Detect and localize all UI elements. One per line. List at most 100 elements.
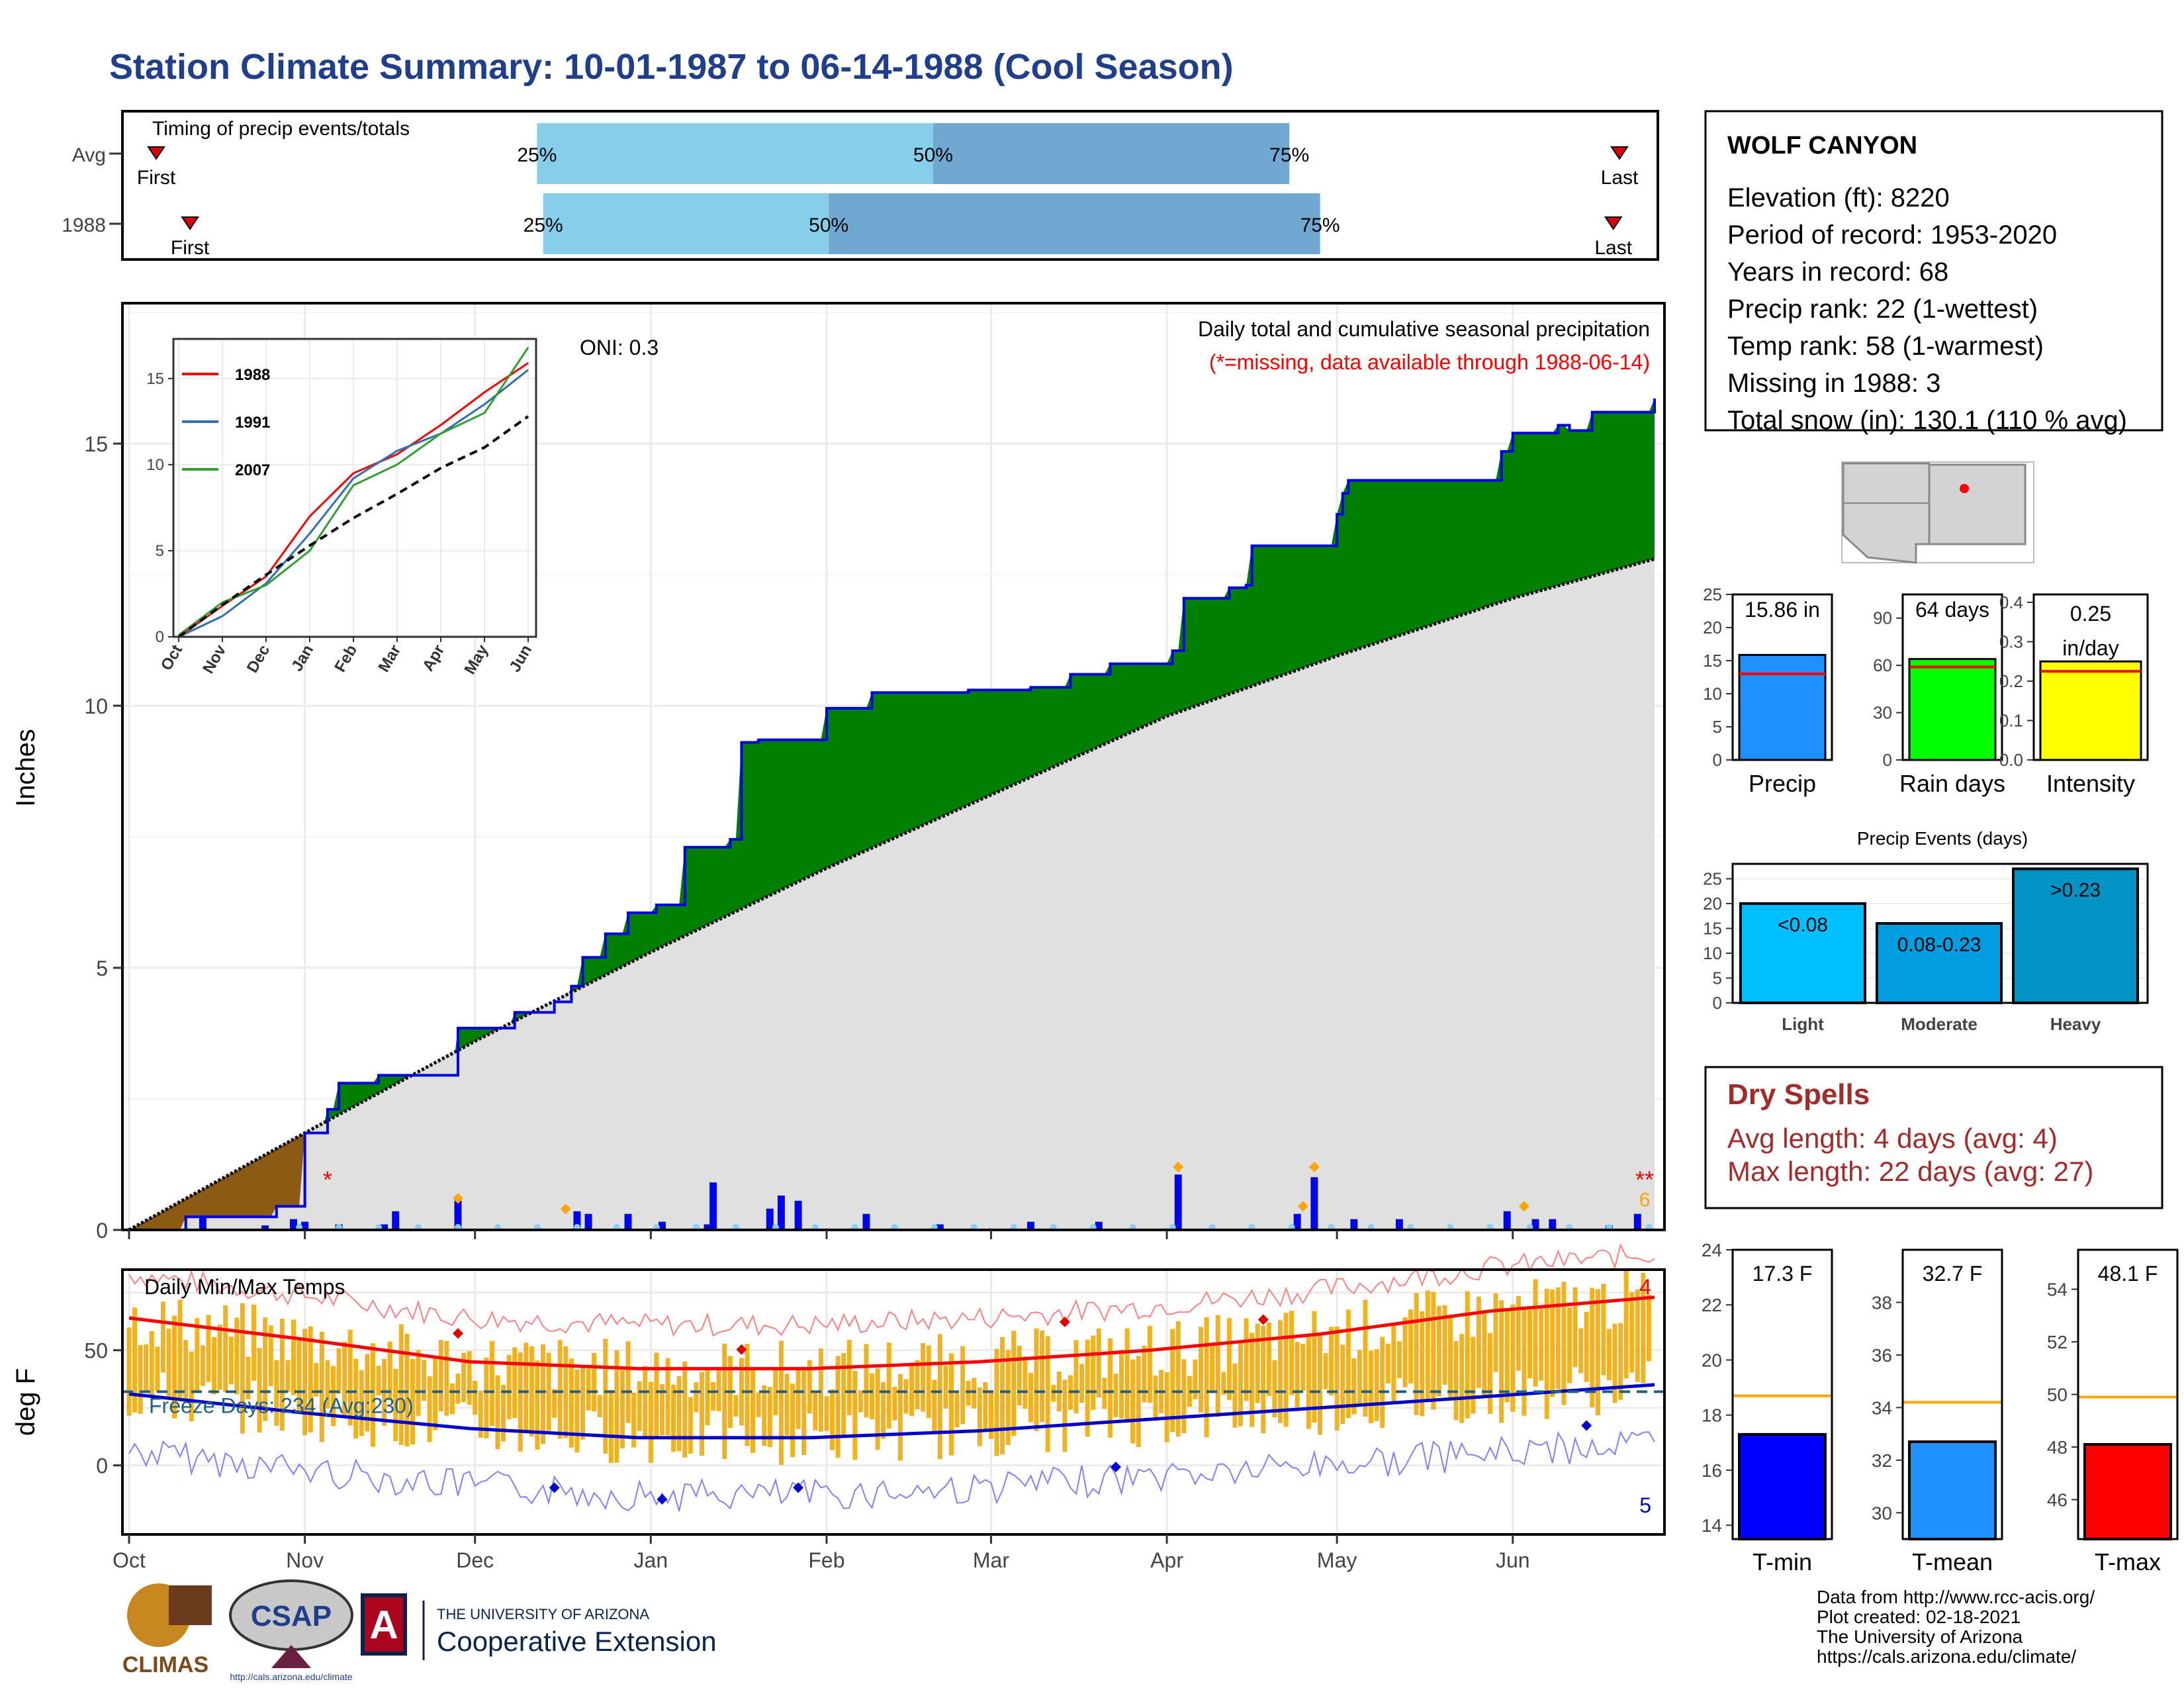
daily-precip-bar	[794, 1200, 802, 1231]
daily-temp-bar	[523, 1342, 529, 1432]
daily-temp-bar	[1459, 1334, 1465, 1423]
daily-temp-bar	[1011, 1331, 1017, 1436]
daily-temp-bar	[387, 1341, 392, 1401]
inset-frame	[172, 338, 537, 638]
daily-temp-bar	[279, 1319, 285, 1431]
daily-temp-bar	[535, 1360, 540, 1450]
daily-temp-bar	[870, 1373, 875, 1420]
daily-temp-bar	[1051, 1385, 1056, 1402]
daily-temp-bar	[983, 1382, 988, 1430]
daily-temp-bar	[608, 1389, 614, 1464]
daily-temp-bar	[1283, 1313, 1289, 1427]
record-low-marker	[1110, 1462, 1121, 1473]
daily-temp-bar	[1289, 1311, 1295, 1395]
daily-temp-bar	[1527, 1309, 1532, 1379]
events-title: Precip Events (days)	[1857, 828, 2028, 849]
daily-temp-bar	[541, 1344, 546, 1444]
tsum-y-tick-label: 38	[1872, 1292, 1892, 1313]
daily-temp-bar	[552, 1389, 557, 1418]
daily-temp-bar	[518, 1352, 523, 1452]
record-low-marker	[549, 1482, 560, 1493]
summary-value-label: 0.25	[2070, 602, 2111, 626]
daily-temp-bar	[574, 1369, 580, 1453]
daily-temp-bar	[1215, 1315, 1220, 1417]
dry-spells-max: Max length: 22 days (avg: 27)	[1727, 1156, 2093, 1187]
summary-bar	[1738, 653, 1827, 761]
record-high-line	[128, 1243, 1655, 1337]
y-tick-label: 5	[96, 957, 108, 980]
daily-temp-bar	[223, 1305, 228, 1393]
tsum-frame	[1731, 1248, 1833, 1540]
daily-temp-bar	[263, 1317, 268, 1421]
daily-temp-bar	[1471, 1336, 1476, 1414]
daily-temp-bar	[1261, 1325, 1266, 1434]
daily-temp-bar	[1555, 1287, 1561, 1389]
daily-temp-bar	[330, 1366, 336, 1427]
daily-temp-bar	[972, 1378, 977, 1409]
credit-line: The University of Arizona	[1817, 1626, 2023, 1647]
daily-temp-bar	[722, 1343, 727, 1459]
y-tick-label: 0	[96, 1219, 108, 1243]
ua-name-small: THE UNIVERSITY OF ARIZONA	[437, 1606, 649, 1622]
tsum-y-tick-label: 20	[1702, 1350, 1722, 1370]
daily-temp-bar	[1232, 1363, 1238, 1428]
daily-temp-bar	[569, 1358, 574, 1448]
daily-temp-bar	[954, 1392, 960, 1428]
daily-temp-bar	[1374, 1349, 1379, 1421]
daily-temp-bar	[501, 1384, 506, 1442]
location-map	[1841, 461, 2034, 564]
daily-temp-bar	[937, 1334, 942, 1460]
daily-temp-bar	[597, 1395, 602, 1417]
daily-temp-bar	[586, 1368, 591, 1411]
timing-row-label: Avg	[72, 144, 106, 166]
station-location-dot	[1960, 484, 1969, 493]
daily-temp-bar	[1238, 1340, 1243, 1427]
daily-temp-bar	[903, 1379, 909, 1414]
daily-temp-bar	[716, 1370, 721, 1411]
daily-temp-bar	[1045, 1336, 1050, 1452]
credits-text: Data from http://www.rcc-acis.org/Plot c…	[1817, 1587, 2095, 1667]
credit-line: Data from http://www.rcc-acis.org/	[1817, 1587, 2095, 1607]
daily-temp-bar	[393, 1368, 398, 1442]
daily-temp-bar	[614, 1350, 619, 1463]
daily-temp-bar	[473, 1380, 478, 1415]
daily-temp-bar	[1317, 1335, 1322, 1435]
event-bar-label: <0.08	[1778, 914, 1828, 936]
daily-temp-bar	[228, 1336, 234, 1385]
tsum-value-label: 48.1 F	[2098, 1262, 2158, 1286]
event-category-label: Light	[1782, 1014, 1824, 1034]
event-bar	[2012, 867, 2139, 1004]
event-category-label: Moderate	[1901, 1014, 1978, 1034]
first-label: First	[171, 237, 210, 259]
y-tick-label: 15	[84, 432, 108, 456]
daily-temp-bar	[506, 1354, 512, 1419]
daily-temp-bar	[1079, 1364, 1085, 1403]
daily-temp-bar	[495, 1375, 500, 1450]
record-low-line	[128, 1430, 1655, 1512]
daily-temp-bar	[1618, 1323, 1623, 1400]
daily-temp-bar	[1533, 1279, 1538, 1387]
daily-temp-bar	[631, 1392, 637, 1448]
logos-area: CLIMAS CSAP http://cals.arizona.edu/climat…	[122, 1579, 717, 1682]
daily-temp-bar	[864, 1344, 869, 1418]
daily-temp-bar	[1431, 1291, 1436, 1410]
daily-precip-bar	[1549, 1219, 1557, 1231]
daily-temp-bar	[784, 1374, 790, 1436]
events-y-tick-label: 5	[1713, 968, 1722, 988]
avg-max-line	[128, 1295, 1655, 1371]
daily-temp-bar	[1601, 1284, 1606, 1376]
daily-temp-bar	[875, 1368, 880, 1450]
daily-temp-bar	[183, 1340, 189, 1401]
daily-temp-bar	[1119, 1350, 1124, 1419]
summary-y-tick-label: 20	[1703, 618, 1722, 637]
daily-temp-bar	[336, 1348, 341, 1394]
daily-temp-bar	[1606, 1329, 1612, 1381]
daily-precip-bar	[766, 1208, 774, 1231]
daily-precip-bar	[1174, 1174, 1182, 1231]
tsum-y-tick-label: 22	[1702, 1295, 1722, 1315]
timing-row-label: 1988	[62, 214, 106, 236]
daily-temp-bar	[733, 1395, 739, 1417]
daily-temp-bar	[1396, 1341, 1402, 1379]
summary-y-tick-label: 0.2	[1999, 671, 2023, 691]
last-label: Last	[1601, 167, 1639, 189]
